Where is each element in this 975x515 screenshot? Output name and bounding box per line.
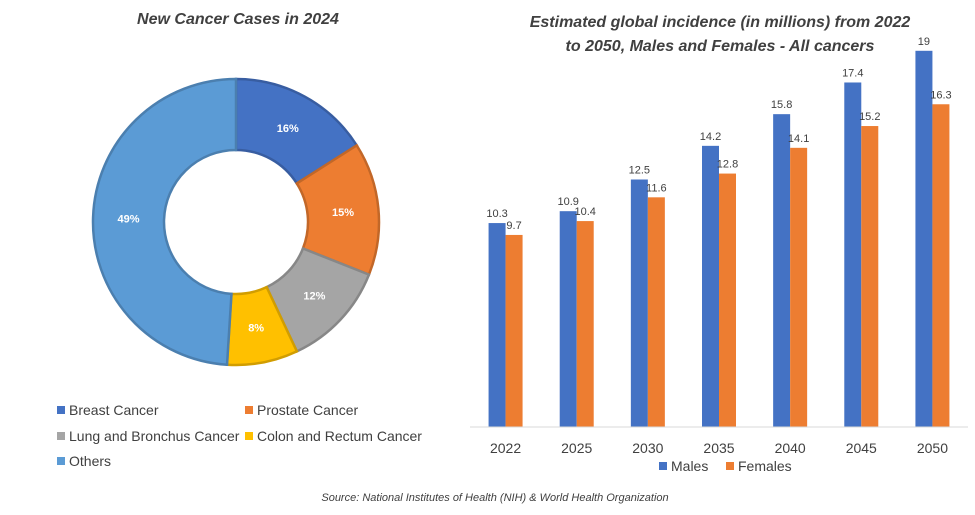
legend-swatch-lung-and-bronchus-cancer	[57, 432, 65, 440]
donut-chart-title: New Cancer Cases in 2024	[137, 11, 339, 28]
bar-females-2025	[576, 221, 594, 427]
x-tick-2040: 2040	[775, 440, 806, 456]
legend-swatch-breast-cancer	[57, 406, 65, 414]
bar-label-males-2040: 15.8	[771, 99, 792, 111]
bar-females-2050	[932, 104, 950, 427]
donut-legend: Breast Cancer Prostate Cancer Lung and Bro…	[57, 402, 422, 469]
bar-label-males-2050: 19	[918, 36, 930, 48]
donut-slice-others	[91, 77, 238, 367]
donut-slice-label-prostate-cancer: 15%	[332, 207, 354, 219]
legend-swatch-others	[57, 457, 65, 465]
bar-chart-title-line-1: Estimated global incidence (in millions)…	[530, 14, 911, 31]
bar-label-females-2035: 12.8	[717, 159, 738, 171]
bar-females-2035	[719, 173, 736, 427]
legend-label-females: Females	[738, 458, 792, 474]
bar-label-females-2040: 14.1	[788, 133, 809, 145]
bar-label-females-2050: 16.3	[930, 89, 951, 101]
bar-label-females-2022: 9.7	[506, 220, 521, 232]
bar-label-males-2022: 10.3	[486, 208, 507, 220]
donut-slice-label-others: 49%	[118, 214, 140, 226]
bar-label-females-2025: 10.4	[575, 206, 596, 218]
bar-females-2022	[505, 234, 523, 427]
donut-slice-label-lung-and-bronchus-cancer: 12%	[303, 291, 325, 303]
legend-swatch-females	[726, 462, 734, 470]
x-tick-2045: 2045	[846, 440, 877, 456]
bar-females-2045	[861, 126, 879, 427]
bar-females-2040	[790, 147, 808, 427]
bar-males-2035	[702, 145, 719, 427]
legend-label-colon-and-rectum-cancer: Colon and Rectum Cancer	[257, 428, 422, 444]
x-tick-2022: 2022	[490, 440, 521, 456]
legend-label-others: Others	[69, 453, 111, 469]
bar-chart: Estimated global incidence (in millions)…	[470, 14, 968, 474]
donut-slice-label-breast-cancer: 16%	[277, 123, 299, 135]
x-tick-2025: 2025	[561, 440, 592, 456]
bar-males-2040	[773, 114, 791, 427]
donut-slices	[91, 77, 381, 367]
bar-data-labels: 10.39.7 10.910.4 12.5 11.6 14.2 12.8 15.8 14.1 1…	[486, 36, 951, 232]
legend-label-lung-and-bronchus-cancer: Lung and Bronchus Cancer	[69, 428, 240, 444]
bar-label-males-2035: 14.2	[700, 131, 721, 143]
bar-males-2025	[559, 211, 577, 427]
bar-males-2045	[844, 82, 862, 427]
legend-swatch-prostate-cancer	[245, 406, 253, 414]
legend-label-males: Males	[671, 458, 708, 474]
bar-males-2050	[915, 50, 933, 428]
donut-chart: New Cancer Cases in 2024 16%15%12%8%49% …	[57, 11, 422, 469]
x-tick-2050: 2050	[917, 440, 948, 456]
bar-label-females-2030: 11.6	[646, 182, 667, 194]
bar-chart-title-line-2: to 2050, Males and Females - All cancers	[566, 38, 875, 55]
bar-label-males-2030: 12.5	[629, 165, 650, 177]
bar-marks	[488, 50, 950, 428]
x-tick-labels: 2022 2025 2030 2035 2040 2045 2050	[490, 440, 948, 456]
bar-label-males-2025: 10.9	[558, 196, 579, 208]
source-note: Source: National Institutes of Health (N…	[321, 492, 668, 504]
bar-females-2030	[647, 197, 665, 427]
bar-legend: Males Females	[659, 458, 792, 474]
bar-label-females-2045: 15.2	[859, 111, 880, 123]
x-tick-2030: 2030	[632, 440, 663, 456]
x-tick-2035: 2035	[703, 440, 734, 456]
legend-swatch-colon-and-rectum-cancer	[245, 432, 253, 440]
donut-slice-labels: 16% 15% 12% 8% 49%	[118, 123, 355, 335]
legend-label-prostate-cancer: Prostate Cancer	[257, 402, 358, 418]
bar-label-males-2045: 17.4	[842, 67, 863, 79]
donut-slice-label-colon-and-rectum-cancer: 8%	[248, 323, 264, 335]
legend-label-breast-cancer: Breast Cancer	[69, 402, 159, 418]
bar-males-2022	[488, 223, 506, 427]
bar-males-2030	[630, 179, 648, 427]
legend-swatch-males	[659, 462, 667, 470]
